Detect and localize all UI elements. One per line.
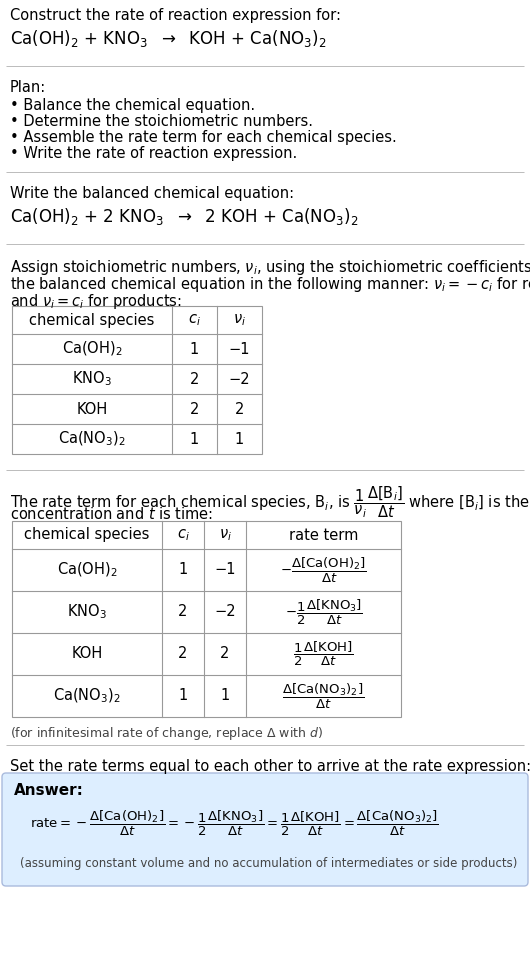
Text: Ca(OH)$_2$ + 2 KNO$_3$  $\rightarrow$  2 KOH + Ca(NO$_3$)$_2$: Ca(OH)$_2$ + 2 KNO$_3$ $\rightarrow$ 2 K… xyxy=(10,206,358,227)
Text: −1: −1 xyxy=(214,562,236,578)
Text: Ca(OH)$_2$: Ca(OH)$_2$ xyxy=(61,340,122,358)
Text: (for infinitesimal rate of change, replace Δ with $d$): (for infinitesimal rate of change, repla… xyxy=(10,725,323,742)
Text: Construct the rate of reaction expression for:: Construct the rate of reaction expressio… xyxy=(10,8,341,23)
Text: $-\dfrac{\Delta[\mathrm{Ca(OH)_2}]}{\Delta t}$: $-\dfrac{\Delta[\mathrm{Ca(OH)_2}]}{\Del… xyxy=(280,555,367,585)
Text: Plan:: Plan: xyxy=(10,80,46,95)
Text: chemical species: chemical species xyxy=(29,312,155,328)
Text: Write the balanced chemical equation:: Write the balanced chemical equation: xyxy=(10,186,294,201)
Text: 2: 2 xyxy=(178,604,188,620)
Text: 2: 2 xyxy=(235,401,244,417)
Text: Ca(OH)$_2$: Ca(OH)$_2$ xyxy=(57,561,117,579)
Text: KOH: KOH xyxy=(72,646,103,662)
Text: Ca(NO$_3$)$_2$: Ca(NO$_3$)$_2$ xyxy=(58,429,126,448)
Text: $c_i$: $c_i$ xyxy=(176,527,189,543)
Text: $\nu_i$: $\nu_i$ xyxy=(218,527,232,543)
Text: • Assemble the rate term for each chemical species.: • Assemble the rate term for each chemic… xyxy=(10,130,397,145)
Text: −2: −2 xyxy=(214,604,236,620)
Text: 1: 1 xyxy=(179,688,188,704)
Bar xyxy=(12,306,262,454)
Text: • Balance the chemical equation.: • Balance the chemical equation. xyxy=(10,98,255,113)
Text: Set the rate terms equal to each other to arrive at the rate expression:: Set the rate terms equal to each other t… xyxy=(10,759,530,774)
Text: 1: 1 xyxy=(179,562,188,578)
Text: the balanced chemical equation in the following manner: $\nu_i = -c_i$ for react: the balanced chemical equation in the fo… xyxy=(10,275,530,294)
Text: $\dfrac{\Delta[\mathrm{Ca(NO_3)_2}]}{\Delta t}$: $\dfrac{\Delta[\mathrm{Ca(NO_3)_2}]}{\De… xyxy=(282,681,365,711)
Text: KNO$_3$: KNO$_3$ xyxy=(72,370,112,388)
Text: and $\nu_i = c_i$ for products:: and $\nu_i = c_i$ for products: xyxy=(10,292,182,311)
Text: concentration and $t$ is time:: concentration and $t$ is time: xyxy=(10,506,213,522)
Text: 2: 2 xyxy=(190,372,199,386)
Text: $\dfrac{1}{2}\dfrac{\Delta[\mathrm{KOH}]}{\Delta t}$: $\dfrac{1}{2}\dfrac{\Delta[\mathrm{KOH}]… xyxy=(293,640,354,668)
Text: KNO$_3$: KNO$_3$ xyxy=(67,602,107,622)
Text: 1: 1 xyxy=(220,688,229,704)
Text: $\nu_i$: $\nu_i$ xyxy=(233,312,246,328)
Text: KOH: KOH xyxy=(76,401,108,417)
Text: Assign stoichiometric numbers, $\nu_i$, using the stoichiometric coefficients, $: Assign stoichiometric numbers, $\nu_i$, … xyxy=(10,258,530,277)
Text: $-\dfrac{1}{2}\dfrac{\Delta[\mathrm{KNO_3}]}{\Delta t}$: $-\dfrac{1}{2}\dfrac{\Delta[\mathrm{KNO_… xyxy=(285,597,363,627)
Text: 1: 1 xyxy=(190,431,199,446)
FancyBboxPatch shape xyxy=(2,773,528,886)
Text: −1: −1 xyxy=(229,342,250,356)
Text: 1: 1 xyxy=(190,342,199,356)
Text: (assuming constant volume and no accumulation of intermediates or side products): (assuming constant volume and no accumul… xyxy=(20,857,517,870)
Text: $\mathrm{rate} = -\dfrac{\Delta[\mathrm{Ca(OH)_2}]}{\Delta t} = -\dfrac{1}{2}\df: $\mathrm{rate} = -\dfrac{\Delta[\mathrm{… xyxy=(30,809,439,838)
Text: 2: 2 xyxy=(178,646,188,662)
Bar xyxy=(12,521,401,717)
Text: 2: 2 xyxy=(190,401,199,417)
Text: 1: 1 xyxy=(235,431,244,446)
Text: −2: −2 xyxy=(228,372,250,386)
Text: • Determine the stoichiometric numbers.: • Determine the stoichiometric numbers. xyxy=(10,114,313,129)
Text: rate term: rate term xyxy=(289,527,358,543)
Text: $c_i$: $c_i$ xyxy=(188,312,201,328)
Text: chemical species: chemical species xyxy=(24,527,149,543)
Text: Answer:: Answer: xyxy=(14,783,84,798)
Text: 2: 2 xyxy=(220,646,229,662)
Text: The rate term for each chemical species, B$_i$, is $\dfrac{1}{\nu_i}\dfrac{\Delt: The rate term for each chemical species,… xyxy=(10,484,530,519)
Text: Ca(OH)$_2$ + KNO$_3$  $\rightarrow$  KOH + Ca(NO$_3$)$_2$: Ca(OH)$_2$ + KNO$_3$ $\rightarrow$ KOH +… xyxy=(10,28,327,49)
Text: Ca(NO$_3$)$_2$: Ca(NO$_3$)$_2$ xyxy=(53,687,121,706)
Text: • Write the rate of reaction expression.: • Write the rate of reaction expression. xyxy=(10,146,297,161)
